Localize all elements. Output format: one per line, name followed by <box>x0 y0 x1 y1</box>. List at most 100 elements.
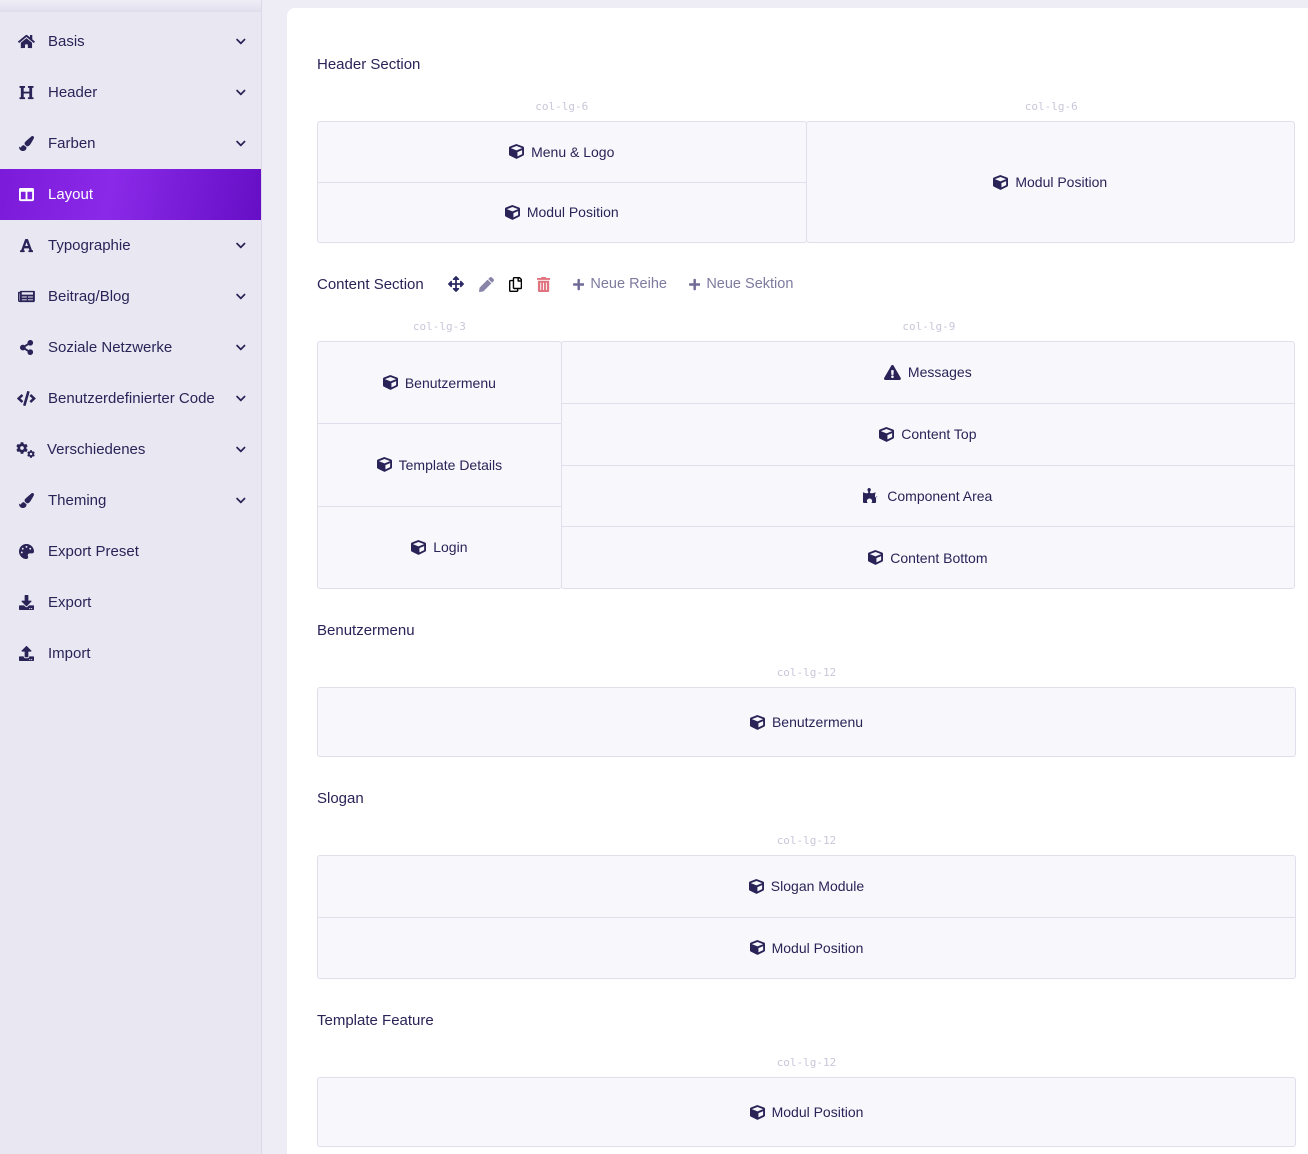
sidebar: Basis Header Farben Layout Typographie Beitra… <box>0 0 262 1154</box>
module-menu-logo[interactable]: Menu & Logo <box>318 122 806 182</box>
module-modul-position[interactable]: Modul Position <box>318 1078 1295 1146</box>
col-size-label: col-lg-12 <box>776 666 837 679</box>
chevron-down-icon <box>236 87 246 98</box>
sidebar-item-label: Soziale Netzwerke <box>48 339 173 356</box>
puzzle-piece-icon <box>863 488 880 504</box>
layout-column: Messages Content Top Component Area Content… <box>560 341 1295 589</box>
module-label: Component Area <box>887 487 993 504</box>
section-content-section: Content Section Neue Reihe Neue Sektion col… <box>317 274 1296 589</box>
columns-icon <box>16 187 37 202</box>
arrows-move-icon <box>447 276 464 292</box>
section-template-feature: Template Feature col-lg-12 Modul Position <box>317 1010 1296 1147</box>
sidebar-item-import[interactable]: Import <box>0 628 261 679</box>
section-title: Benutzermenu <box>317 621 415 639</box>
module-content-top[interactable]: Content Top <box>561 402 1294 465</box>
col-size-label: col-lg-3 <box>412 320 466 333</box>
plus-icon <box>573 278 585 291</box>
module-benutzermenu[interactable]: Benutzermenu <box>318 688 1295 756</box>
sidebar-item-soziale-netzwerke[interactable]: Soziale Netzwerke <box>0 322 261 373</box>
layout-column: Slogan Module Modul Position <box>317 855 1296 979</box>
column-size-labels: col-lg-12 <box>317 1056 1296 1069</box>
module-modul-position[interactable]: Modul Position <box>318 916 1295 979</box>
module-content-bottom[interactable]: Content Bottom <box>561 526 1294 588</box>
sidebar-item-farben[interactable]: Farben <box>0 118 261 169</box>
duplicate-section-button[interactable] <box>508 276 522 292</box>
cube-icon <box>749 714 765 730</box>
section-header-section: Header Section col-lg-6 col-lg-6 Menu & Log… <box>317 54 1296 243</box>
module-login[interactable]: Login <box>318 505 561 588</box>
layout-column: Menu & Logo Modul Position <box>317 121 807 243</box>
sidebar-item-layout[interactable]: Layout <box>0 169 261 220</box>
cube-icon <box>411 539 427 555</box>
paint-brush-icon <box>16 136 37 151</box>
plus-icon <box>688 278 701 291</box>
copy-icon <box>508 276 522 292</box>
cube-icon <box>382 375 398 390</box>
column-size-labels: col-lg-3 col-lg-9 <box>317 320 1296 333</box>
layout-column: Modul Position <box>317 1077 1296 1147</box>
module-template-details[interactable]: Template Details <box>318 423 561 505</box>
module-label: Login <box>433 539 468 556</box>
sidebar-item-label: Benutzerdefinierter Code <box>48 390 215 407</box>
heading-icon <box>16 85 37 100</box>
section-header: Benutzermenu <box>317 620 1296 640</box>
column-size-labels: col-lg-12 <box>317 834 1296 847</box>
newspaper-icon <box>16 289 37 304</box>
chevron-down-icon <box>236 240 246 251</box>
sidebar-nav: Basis Header Farben Layout Typographie Beitra… <box>0 16 261 679</box>
sidebar-item-header[interactable]: Header <box>0 67 261 118</box>
column-row: Slogan Module Modul Position <box>317 855 1296 979</box>
column-row: Menu & Logo Modul Position Modul Position <box>317 121 1296 243</box>
sidebar-item-label: Typographie <box>48 237 131 254</box>
edit-section-button[interactable] <box>478 276 494 292</box>
add-neue-sektion-button[interactable]: Neue Sektion <box>688 276 793 292</box>
sidebar-item-label: Verschiedenes <box>47 441 146 458</box>
pencil-icon <box>478 276 494 292</box>
sidebar-item-export-preset[interactable]: Export Preset <box>0 526 261 577</box>
sidebar-item-label: Import <box>48 645 91 662</box>
module-messages[interactable]: Messages <box>562 342 1294 403</box>
layout-column: Benutzermenu Template Details Login <box>317 341 562 589</box>
download-icon <box>16 595 37 610</box>
chevron-down-icon <box>236 444 246 455</box>
col-size-label: col-lg-6 <box>1024 100 1078 113</box>
section-title: Template Feature <box>317 1011 434 1029</box>
module-label: Modul Position <box>771 1104 864 1120</box>
code-icon <box>16 391 37 406</box>
module-slogan-module[interactable]: Slogan Module <box>318 856 1295 917</box>
column-row: Modul Position <box>317 1077 1296 1147</box>
delete-section-button[interactable] <box>536 276 550 292</box>
sidebar-item-label: Layout <box>48 186 94 203</box>
module-label: Template Details <box>398 456 503 473</box>
cube-icon <box>376 457 392 473</box>
module-label: Slogan Module <box>770 878 865 895</box>
col-size-label: col-lg-9 <box>902 320 956 333</box>
column-row: Benutzermenu <box>317 687 1296 757</box>
section-header: Template Feature <box>317 1010 1296 1030</box>
module-benutzermenu[interactable]: Benutzermenu <box>318 342 561 423</box>
sidebar-item-theming[interactable]: Theming <box>0 475 261 526</box>
sidebar-item-label: Export Preset <box>48 543 139 560</box>
trash-icon <box>536 276 550 292</box>
sidebar-item-verschiedenes[interactable]: Verschiedenes <box>0 424 261 475</box>
sidebar-item-beitrag-blog[interactable]: Beitrag/Blog <box>0 271 261 322</box>
section-benutzermenu: Benutzermenu col-lg-12 Benutzermenu <box>317 620 1296 757</box>
sidebar-item-export[interactable]: Export <box>0 577 261 628</box>
chevron-down-icon <box>236 342 246 353</box>
section-slogan: Slogan col-lg-12 Slogan Module Modul Positi… <box>317 788 1296 979</box>
col-size-label: col-lg-6 <box>535 100 589 113</box>
sidebar-item-basis[interactable]: Basis <box>0 16 261 67</box>
module-component-area[interactable]: Component Area <box>561 464 1294 527</box>
module-label: Modul Position <box>771 939 864 956</box>
sidebar-item-benutzerdefinierter-code[interactable]: Benutzerdefinierter Code <box>0 373 261 424</box>
palette-icon <box>16 544 37 559</box>
exclamation-triangle-icon <box>884 364 901 380</box>
module-label: Benutzermenu <box>771 714 864 730</box>
module-modul-position[interactable]: Modul Position <box>807 122 1295 242</box>
move-section-button[interactable] <box>447 276 464 292</box>
add-neue-reihe-button[interactable]: Neue Reihe <box>573 276 667 292</box>
sidebar-item-typographie[interactable]: Typographie <box>0 220 261 271</box>
section-title: Header Section <box>317 55 421 73</box>
module-modul-position[interactable]: Modul Position <box>318 181 806 243</box>
upload-icon <box>16 646 37 661</box>
